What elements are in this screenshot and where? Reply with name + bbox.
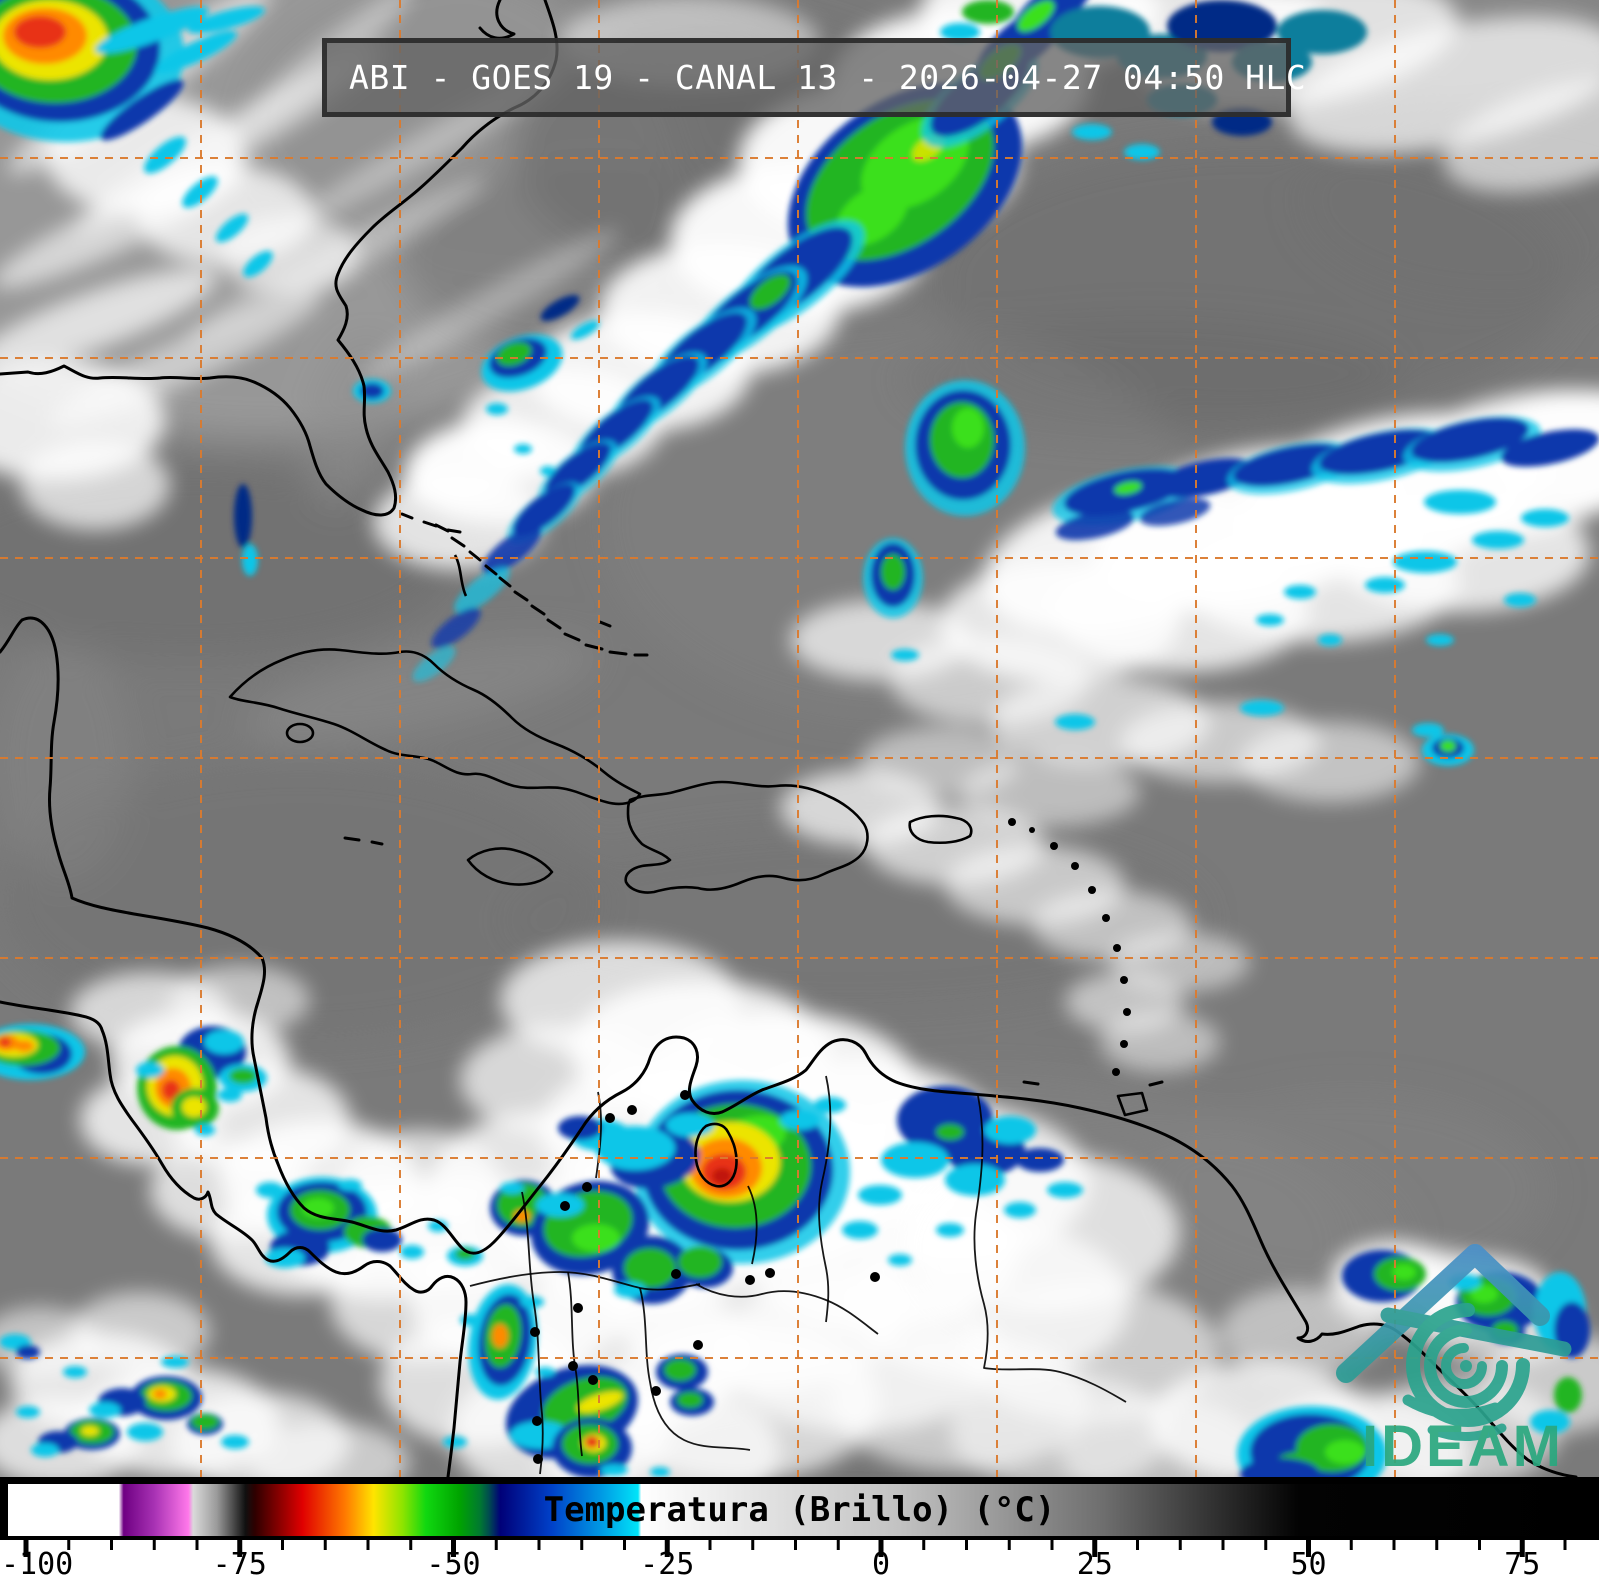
logo-roof-right [1465,1244,1550,1326]
logo-crossbar [1380,1307,1572,1357]
us-atlantic-gulf-coast [0,0,559,517]
colorbar-label: Temperatura (Brillo) (°C) [543,1490,1056,1530]
tick-label: 25 [1077,1547,1113,1577]
trinidad [1116,1091,1149,1117]
ideam-logo: IDEAM [1336,1244,1572,1477]
title-text: ABI - GOES 19 - CANAL 13 - 2026-04-27 04… [349,58,1307,97]
florida-keys [400,512,462,534]
tick-label: -100 [1,1547,73,1577]
lesser-antilles [1008,818,1164,1117]
tick-label: -75 [213,1547,267,1577]
colorbar-gradient: Temperatura (Brillo) (°C) [5,1481,1594,1539]
graticule [0,0,1599,1477]
lake-maracaibo [694,1122,738,1188]
tick-label: -25 [640,1547,694,1577]
colorbar-ticks: -100 -75 -50 -25 0 25 50 75 [1,1540,1567,1577]
hispaniola [624,780,869,894]
puerto-rico [908,814,973,845]
tobago [1148,1080,1164,1087]
pacific-coast-central-america [0,1000,468,1477]
logo-hurricane-spiral [1402,1303,1530,1442]
colorbar-axis: -100 -75 -50 -25 0 25 50 75 [0,1540,1599,1577]
tick-label: 75 [1504,1547,1540,1577]
country-department-borders [469,1075,1127,1475]
tick-label: 0 [872,1547,890,1577]
jamaica [466,847,554,886]
yucatan-central-south-america-coast [0,616,1578,1477]
tick-label: 50 [1290,1547,1326,1577]
city-markers [530,1090,880,1464]
satellite-image: IDEAM [0,0,1599,1477]
isla-juventud [285,722,315,744]
title-bar: ABI - GOES 19 - CANAL 13 - 2026-04-27 04… [322,38,1306,117]
colorbar-panel: Temperatura (Brillo) (°C) -100 -75 -50 -25 0… [0,1477,1599,1577]
tick-label: -50 [426,1547,480,1577]
logo-wordmark: IDEAM [1362,1414,1564,1477]
margarita [1022,1080,1040,1086]
convection-cells [0,0,1599,1477]
cayman-islands [343,836,384,846]
